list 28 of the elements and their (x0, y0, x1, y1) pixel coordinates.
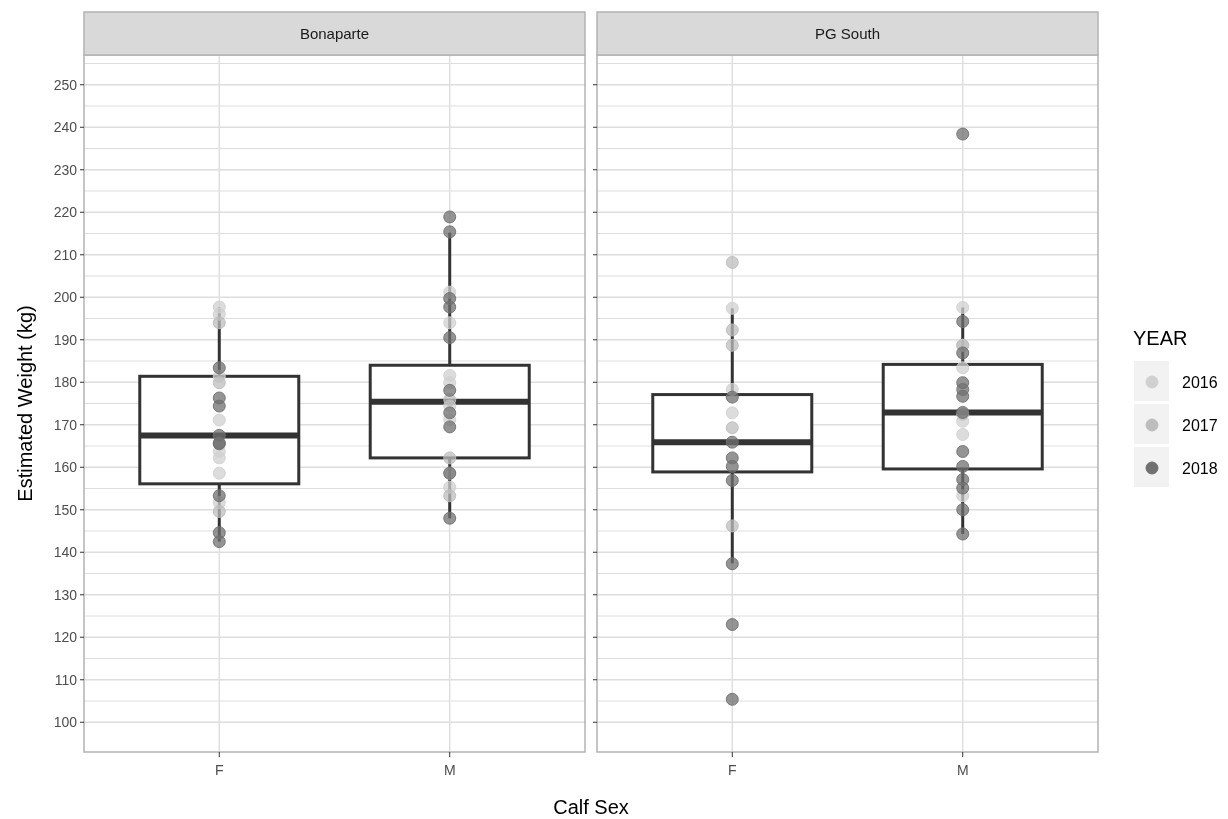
legend-label: 2018 (1182, 460, 1218, 477)
x-axis-title: Calf Sex (553, 796, 629, 818)
y-tick-label: 170 (53, 416, 78, 433)
x-tick-label: F (214, 762, 224, 778)
chart-title: Bonaparte (299, 24, 370, 42)
y-tick-label: 140 (53, 544, 78, 561)
y-tick-label: 220 (53, 204, 78, 221)
x-tick-label: F (727, 762, 737, 778)
legend-label: 2017 (1182, 417, 1218, 434)
y-tick-label: 180 (53, 374, 78, 391)
y-tick-label: 230 (53, 161, 78, 178)
y-tick-label: 120 (53, 629, 78, 646)
y-tick-label: 130 (53, 586, 78, 603)
chart-title: PG South (814, 24, 881, 42)
y-tick-label: 250 (53, 76, 78, 93)
y-tick-label: 200 (53, 289, 78, 306)
y-tick-label: 240 (53, 119, 78, 136)
legend-title: YEAR (1133, 327, 1188, 349)
x-tick-label: M (443, 762, 456, 778)
y-axis-title: Estimated Weight (kg) (14, 305, 36, 502)
y-tick-label: 110 (54, 671, 78, 688)
legend-label: 2016 (1182, 374, 1218, 391)
y-tick-label: 190 (53, 331, 78, 348)
x-tick-label: M (956, 762, 969, 778)
y-tick-label: 160 (53, 459, 78, 476)
y-tick-label: 100 (53, 714, 78, 731)
y-tick-label: 210 (53, 246, 78, 263)
y-tick-label: 150 (53, 501, 78, 518)
